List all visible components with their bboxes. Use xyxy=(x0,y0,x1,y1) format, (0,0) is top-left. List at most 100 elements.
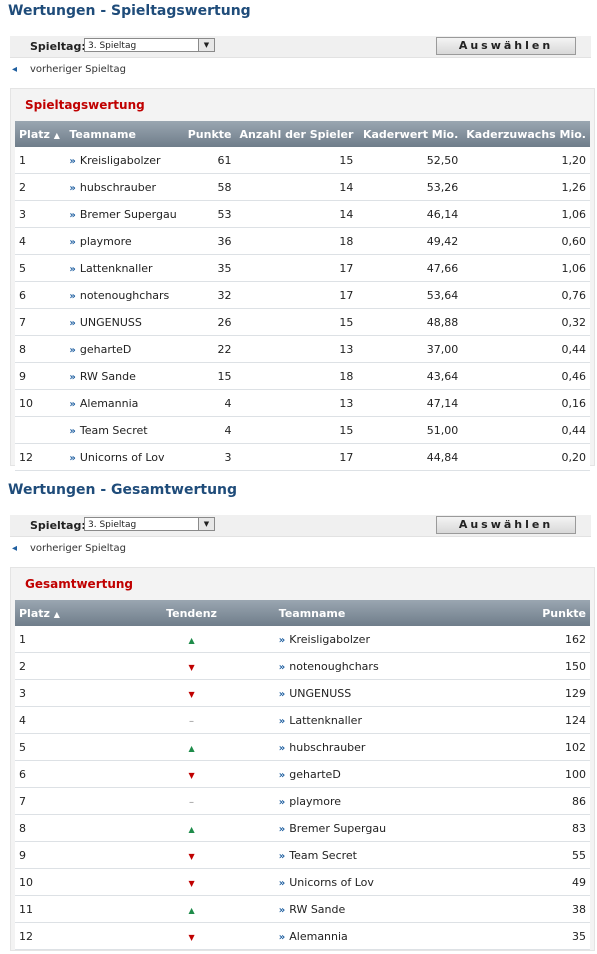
back-arrow-icon: ◂ xyxy=(12,64,18,75)
cell-kaderzuwachs: 0,76 xyxy=(462,281,590,309)
double-chevron-right-icon: » xyxy=(278,634,286,646)
table-row: 6» notenoughchars 32 17 53,64 0,76 xyxy=(15,281,590,309)
cell-platz: 10 xyxy=(15,868,109,896)
team-link[interactable]: Team Secret xyxy=(289,848,357,862)
table-row: 4» playmore 36 18 49,42 0,60 xyxy=(15,227,590,255)
team-link[interactable]: Team Secret xyxy=(79,423,148,437)
cell-punkte: 35 xyxy=(182,254,236,282)
prev-matchday-link-2[interactable]: ◂ vorheriger Spieltag xyxy=(12,543,126,554)
cell-team: » Kreisligabolzer xyxy=(274,626,492,653)
cell-team: » UNGENUSS xyxy=(65,308,183,336)
gesamtwertung-panel: Gesamtwertung Platz ▲ Tendenz Teamname P… xyxy=(10,567,595,951)
trend-up-icon: ▲ xyxy=(188,824,195,834)
spieltag-dropdown[interactable]: 3. Spieltag ▼ xyxy=(84,38,215,52)
team-link[interactable]: hubschrauber xyxy=(289,740,366,754)
team-link[interactable]: Kreisligabolzer xyxy=(79,153,161,167)
team-link[interactable]: playmore xyxy=(289,794,342,808)
cell-spieler: 18 xyxy=(235,362,358,390)
cell-kaderwert: 49,42 xyxy=(357,227,463,255)
chevron-down-icon[interactable]: ▼ xyxy=(198,39,214,51)
table-row: 7» UNGENUSS 26 15 48,88 0,32 xyxy=(15,308,590,336)
team-link[interactable]: RW Sande xyxy=(289,902,346,916)
cell-spieler: 15 xyxy=(235,308,358,336)
table-row: 1» Kreisligabolzer 61 15 52,50 1,20 xyxy=(15,147,590,174)
team-link[interactable]: Bremer Supergau xyxy=(79,207,177,221)
col-kaderzuwachs[interactable]: Kaderzuwachs Mio. xyxy=(462,121,590,147)
trend-up-icon: ▲ xyxy=(188,743,195,753)
double-chevron-right-icon: » xyxy=(278,904,286,916)
cell-platz: 10 xyxy=(15,389,66,417)
team-link[interactable]: Kreisligabolzer xyxy=(289,632,370,646)
trend-up-icon: ▲ xyxy=(188,635,195,645)
cell-spieler: 14 xyxy=(235,200,358,228)
cell-kaderzuwachs: 1,06 xyxy=(462,254,590,282)
cell-spieler: 15 xyxy=(235,416,358,444)
table-row: 2 ▼» notenoughchars 150 xyxy=(15,652,590,680)
team-link[interactable]: playmore xyxy=(79,234,132,248)
col-platz-2[interactable]: Platz ▲ xyxy=(15,600,109,626)
team-link[interactable]: notenoughchars xyxy=(289,659,379,673)
team-link[interactable]: Unicorns of Lov xyxy=(79,450,165,464)
team-link[interactable]: Alemannia xyxy=(289,929,348,943)
cell-tendenz: ▼ xyxy=(108,652,275,680)
prev-matchday-label-2: vorheriger Spieltag xyxy=(30,543,126,554)
team-link[interactable]: geharteD xyxy=(79,342,132,356)
team-link[interactable]: geharteD xyxy=(289,767,341,781)
col-teamname-2[interactable]: Teamname xyxy=(274,600,492,626)
cell-tendenz: ▲ xyxy=(108,895,275,923)
col-anzahl-spieler[interactable]: Anzahl der Spieler xyxy=(235,121,358,147)
cell-punkte: 38 xyxy=(491,895,590,923)
double-chevron-right-icon: » xyxy=(278,688,286,700)
team-link[interactable]: hubschrauber xyxy=(79,180,157,194)
team-link[interactable]: Lattenknaller xyxy=(79,261,153,275)
trend-up-icon: ▲ xyxy=(188,905,195,915)
col-platz[interactable]: Platz ▲ xyxy=(15,121,66,147)
double-chevron-right-icon: » xyxy=(278,742,286,754)
spieltag-select-bar: Spieltag: 3. Spieltag ▼ Auswählen xyxy=(10,36,591,58)
table-row: 11 ▲» RW Sande 38 xyxy=(15,895,590,923)
team-link[interactable]: UNGENUSS xyxy=(79,315,142,329)
chevron-down-icon[interactable]: ▼ xyxy=(198,518,214,530)
cell-spieler: 14 xyxy=(235,173,358,201)
team-link[interactable]: Unicorns of Lov xyxy=(289,875,374,889)
table-row: » Team Secret 4 15 51,00 0,44 xyxy=(15,416,590,444)
auswaehlen-button[interactable]: Auswählen xyxy=(436,37,576,55)
team-link[interactable]: notenoughchars xyxy=(79,288,170,302)
cell-team: » playmore xyxy=(274,787,492,815)
team-link[interactable]: Alemannia xyxy=(79,396,139,410)
cell-punkte: 83 xyxy=(491,814,590,842)
table-row: 8 ▲ » Bremer Supergau 83 xyxy=(15,814,590,842)
cell-kaderzuwachs: 0,20 xyxy=(462,443,590,471)
table-row: 4–» Lattenknaller 124 xyxy=(15,706,590,734)
auswaehlen-button-2[interactable]: Auswählen xyxy=(436,516,576,534)
cell-team: » Team Secret xyxy=(274,841,492,869)
cell-punkte: 35 xyxy=(491,922,590,950)
cell-spieler: 17 xyxy=(235,281,358,309)
team-link[interactable]: UNGENUSS xyxy=(289,686,352,700)
double-chevron-right-icon: » xyxy=(69,236,76,248)
cell-team: » Bremer Supergau xyxy=(274,814,492,842)
col-teamname[interactable]: Teamname xyxy=(65,121,183,147)
team-link[interactable]: Lattenknaller xyxy=(289,713,362,727)
cell-platz: 8 xyxy=(15,814,109,842)
spieltag-label-2: Spieltag: xyxy=(30,519,86,532)
col-punkte-2[interactable]: Punkte xyxy=(491,600,590,626)
cell-team: » hubschrauber xyxy=(274,733,492,761)
cell-platz: 8 xyxy=(15,335,66,363)
cell-platz: 5 xyxy=(15,733,109,761)
prev-matchday-link[interactable]: ◂ vorheriger Spieltag xyxy=(12,64,126,75)
team-link[interactable]: Bremer Supergau xyxy=(289,821,387,835)
table-row: 8» geharteD 22 13 37,00 0,44 xyxy=(15,335,590,363)
double-chevron-right-icon: » xyxy=(278,661,286,673)
col-kaderwert[interactable]: Kaderwert Mio. xyxy=(357,121,463,147)
team-link[interactable]: RW Sande xyxy=(79,369,136,383)
col-punkte[interactable]: Punkte xyxy=(182,121,236,147)
cell-spieler: 13 xyxy=(235,389,358,417)
trend-down-icon: ▼ xyxy=(188,770,195,780)
cell-punkte: 32 xyxy=(182,281,236,309)
double-chevron-right-icon: » xyxy=(278,931,286,943)
col-tendenz[interactable]: Tendenz xyxy=(108,600,275,626)
sort-arrow-icon: ▲ xyxy=(53,130,60,140)
spieltag-dropdown-2[interactable]: 3. Spieltag ▼ xyxy=(84,517,215,531)
cell-tendenz: – xyxy=(108,706,275,734)
